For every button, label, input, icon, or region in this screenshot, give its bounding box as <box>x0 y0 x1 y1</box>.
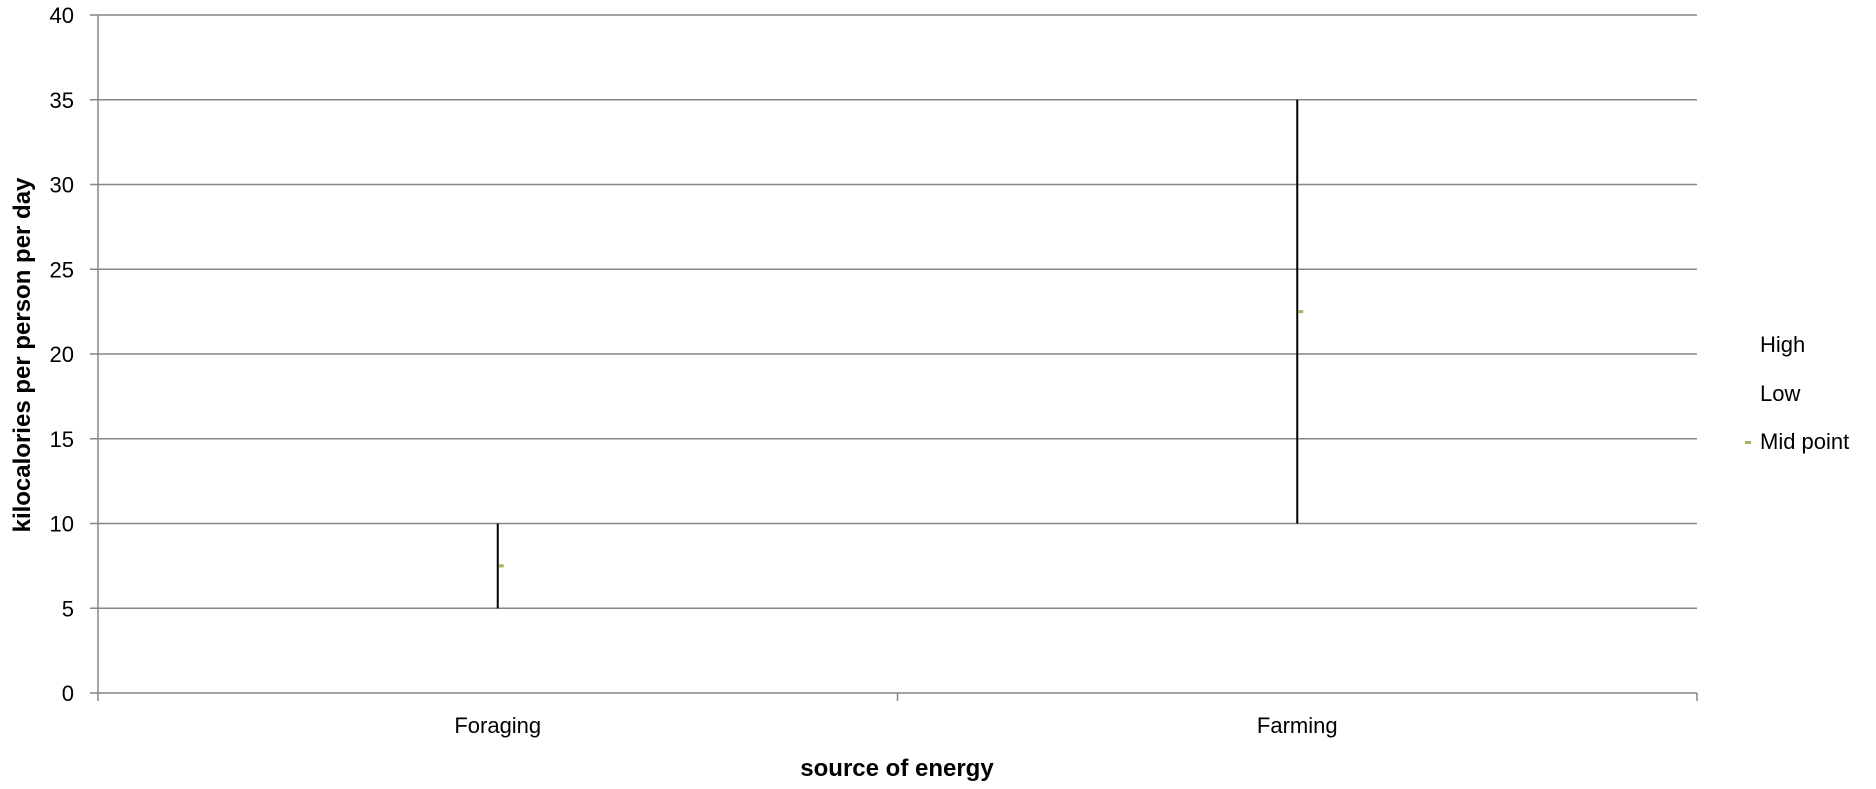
axes <box>90 14 1698 701</box>
legend-label: High <box>1760 332 1805 357</box>
mid-point-marker <box>1298 310 1304 314</box>
x-tick-label: Farming <box>1257 713 1338 738</box>
y-tick-label: 40 <box>50 3 74 28</box>
gridlines <box>98 14 1697 609</box>
y-tick-label: 10 <box>50 512 74 537</box>
y-tick-label: 30 <box>50 173 74 198</box>
y-tick-label: 15 <box>50 427 74 452</box>
y-tick-labels: 0 5 10 15 20 25 30 35 40 <box>50 3 74 706</box>
x-tick-labels: Foraging Farming <box>454 713 1337 738</box>
legend: High Low Mid point <box>1745 332 1849 454</box>
legend-label: Mid point <box>1760 429 1849 454</box>
x-tick-label: Foraging <box>454 713 541 738</box>
legend-marker-mid-point <box>1745 441 1751 444</box>
x-axis-title: source of energy <box>800 755 994 782</box>
mid-point-marker <box>498 564 504 568</box>
y-tick-label: 20 <box>50 342 74 367</box>
y-tick-label: 25 <box>50 257 74 282</box>
y-axis-title: kilocalories per person per day <box>9 177 36 532</box>
legend-label: Low <box>1760 381 1800 406</box>
chart-marks <box>496 99 1304 609</box>
y-tick-label: 0 <box>62 681 74 706</box>
y-tick-label: 35 <box>50 88 74 113</box>
y-tick-label: 5 <box>62 596 74 621</box>
